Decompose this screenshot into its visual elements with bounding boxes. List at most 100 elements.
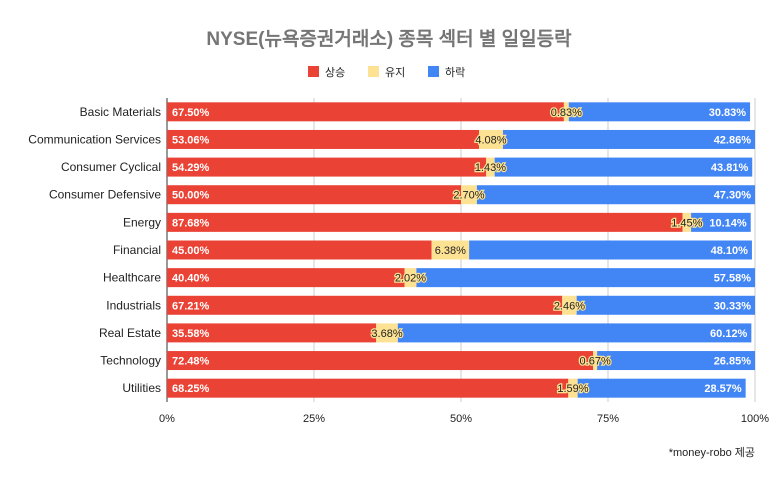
bar-segment [167, 378, 569, 398]
category-label: Utilities [122, 381, 161, 395]
data-label: 87.68% [172, 217, 210, 229]
x-tick-labels: 0% 25% 50% 75% 100% [159, 413, 769, 425]
data-label: 1.45% [671, 217, 702, 229]
bar-segment [376, 323, 398, 343]
bar-segment [691, 212, 751, 232]
bar-segment [461, 185, 477, 205]
data-label: 2.02% [395, 273, 426, 285]
category-label: Consumer Cyclical [61, 160, 161, 174]
bar-segment [167, 295, 563, 315]
category-label: Communication Services [28, 132, 161, 146]
data-label: 3.68% [371, 328, 402, 340]
data-label: 42.86% [714, 134, 752, 146]
bar-row: 53.06% 4.08% 42.86% [167, 129, 755, 149]
bar-segment [397, 323, 752, 343]
bar-segment [167, 129, 479, 149]
bar-segment [502, 129, 755, 149]
data-label: 2.46% [554, 300, 585, 312]
data-label: 4.08% [475, 134, 506, 146]
legend-swatch [308, 66, 319, 77]
data-label: 72.48% [172, 356, 210, 368]
bar-segment [167, 323, 377, 343]
bar-row: 68.25% 1.59% 28.57% [167, 378, 746, 398]
data-label: 6.38% [435, 245, 466, 257]
bar-segment [476, 185, 755, 205]
category-label: Financial [113, 243, 161, 257]
bar-segment [577, 378, 746, 398]
bar-segment [593, 351, 598, 371]
data-label: 30.33% [714, 300, 752, 312]
bar-row: 54.29% 1.43% 43.81% [167, 157, 753, 177]
data-label: 28.57% [704, 383, 742, 395]
bar-row: 40.40% 2.02% 57.58% [167, 268, 755, 288]
data-label: 57.58% [714, 273, 752, 285]
category-label: Technology [100, 354, 161, 368]
bar-segment [562, 295, 577, 315]
source-note: *money-robo 제공 [669, 446, 755, 459]
category-labels: Basic Materials Communication Services Con… [28, 105, 161, 395]
data-label: 67.50% [172, 107, 210, 119]
category-label: Consumer Defensive [49, 188, 161, 202]
data-label: 43.81% [711, 162, 749, 174]
legend-label: 유지 [385, 66, 405, 79]
chart-title: NYSE(뉴욕증권거래소) 종목 섹터 별 일일등락 [206, 28, 572, 50]
data-label: 60.12% [710, 328, 748, 340]
data-label: 67.21% [172, 300, 210, 312]
bar-segment [404, 268, 417, 288]
legend-swatch [368, 66, 379, 77]
category-label: Healthcare [103, 271, 161, 285]
x-tick-label: 0% [159, 413, 175, 425]
bar-segment [597, 351, 755, 371]
bar-segment [486, 157, 495, 177]
legend-swatch [428, 66, 439, 77]
data-label: 1.43% [475, 162, 506, 174]
data-label: 0.67% [580, 356, 611, 368]
data-label: 10.14% [709, 217, 747, 229]
x-tick-label: 25% [303, 413, 325, 425]
legend-label: 하락 [445, 65, 465, 79]
bar-row: 67.50% 0.83% 30.83% [167, 102, 751, 122]
bar-segment [167, 351, 594, 371]
bar-row: 67.21% 2.46% 30.33% [167, 295, 755, 315]
bar-segment [431, 240, 470, 260]
legend-label: 상승 [325, 66, 345, 79]
bar-segment [167, 102, 564, 122]
bar-segment [478, 129, 503, 149]
bar-segment [167, 212, 683, 232]
bar-row: 45.00% 6.38% 48.10% [167, 240, 752, 260]
x-tick-label: 50% [450, 413, 472, 425]
data-label: 40.40% [172, 273, 210, 285]
bar-segment [576, 295, 755, 315]
bar-row: 50.00% 2.70% 47.30% [167, 185, 755, 205]
data-label: 50.00% [172, 190, 210, 202]
x-tick-label: 75% [597, 413, 619, 425]
data-label: 0.83% [551, 107, 582, 119]
bar-row: 87.68% 1.45% 10.14% [167, 212, 751, 232]
category-label: Industrials [106, 298, 161, 312]
bar-segment [416, 268, 755, 288]
data-label: 45.00% [172, 245, 210, 257]
bar-segment [568, 102, 751, 122]
data-label: 68.25% [172, 383, 210, 395]
bar-segment [682, 212, 692, 232]
data-label: 30.83% [709, 107, 747, 119]
bar-segment [469, 240, 752, 260]
data-label: 35.58% [172, 328, 210, 340]
legend: 상승 유지 하락 [308, 65, 465, 79]
bar-segment [167, 240, 432, 260]
bar-row: 72.48% 0.67% 26.85% [167, 351, 755, 371]
data-label: 26.85% [714, 356, 752, 368]
category-label: Basic Materials [80, 105, 161, 119]
data-label: 54.29% [172, 162, 210, 174]
data-label: 1.59% [557, 383, 588, 395]
data-label: 47.30% [714, 190, 752, 202]
data-label: 48.10% [711, 245, 749, 257]
bar-segment [494, 157, 753, 177]
bar-segment [563, 102, 569, 122]
category-label: Energy [123, 215, 161, 229]
data-label: 53.06% [172, 134, 210, 146]
bar-segment [167, 185, 461, 205]
category-label: Real Estate [99, 326, 161, 340]
data-label: 2.70% [453, 190, 484, 202]
